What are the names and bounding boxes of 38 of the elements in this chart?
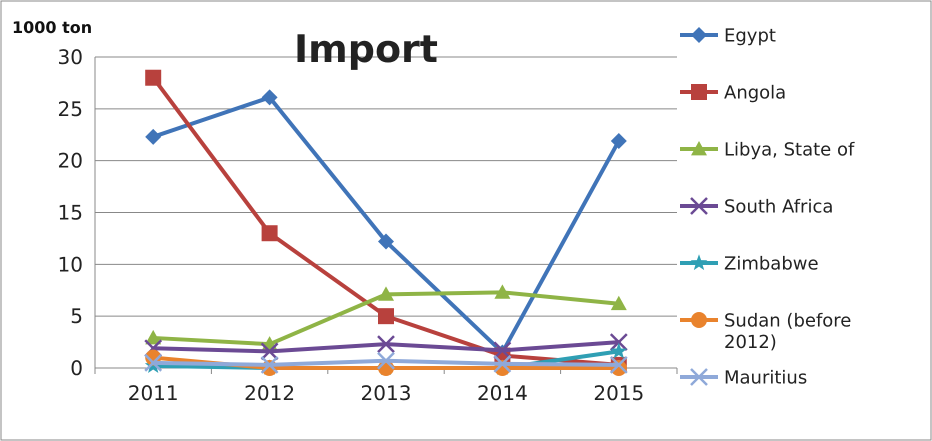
point	[610, 296, 627, 310]
point	[260, 356, 279, 374]
point	[145, 70, 162, 86]
legend-label: Mauritius	[724, 367, 808, 388]
y-tick-label: 25	[58, 96, 83, 121]
x-tick-label: 2014	[476, 381, 528, 405]
point	[494, 284, 510, 299]
point	[262, 89, 278, 106]
point	[493, 354, 512, 374]
x-tick-label: 2012	[244, 381, 296, 405]
y-axis-title: 1000 ton	[12, 18, 92, 37]
legend-label: Libya, State of	[724, 139, 855, 160]
x-tick-label: 2015	[593, 381, 644, 405]
point	[144, 354, 162, 372]
y-tick-label: 15	[58, 200, 83, 224]
y-tick-label: 0	[70, 356, 83, 380]
x-tick-label: 2011	[128, 381, 179, 405]
legend-label: South Africa	[724, 196, 834, 218]
point	[378, 308, 394, 324]
legend-label: Angola	[724, 82, 786, 104]
chart-title: Import	[294, 27, 438, 71]
x-tick-label: 2013	[360, 381, 412, 405]
point	[378, 286, 394, 301]
y-tick-label: 5	[70, 304, 83, 328]
legend-label: Zimbabwe	[724, 253, 819, 274]
legend-label: Sudan (before 2012)	[724, 310, 852, 353]
point	[378, 234, 394, 250]
point	[376, 351, 396, 370]
y-tick-label: 20	[58, 148, 83, 173]
point	[610, 132, 627, 149]
point	[610, 342, 628, 359]
legend-label: Egypt	[724, 25, 776, 46]
point	[610, 332, 628, 352]
point	[262, 225, 278, 242]
point	[376, 334, 396, 354]
point	[145, 128, 162, 145]
y-tick-label: 10	[58, 252, 83, 276]
y-tick-label: 30	[58, 45, 83, 69]
